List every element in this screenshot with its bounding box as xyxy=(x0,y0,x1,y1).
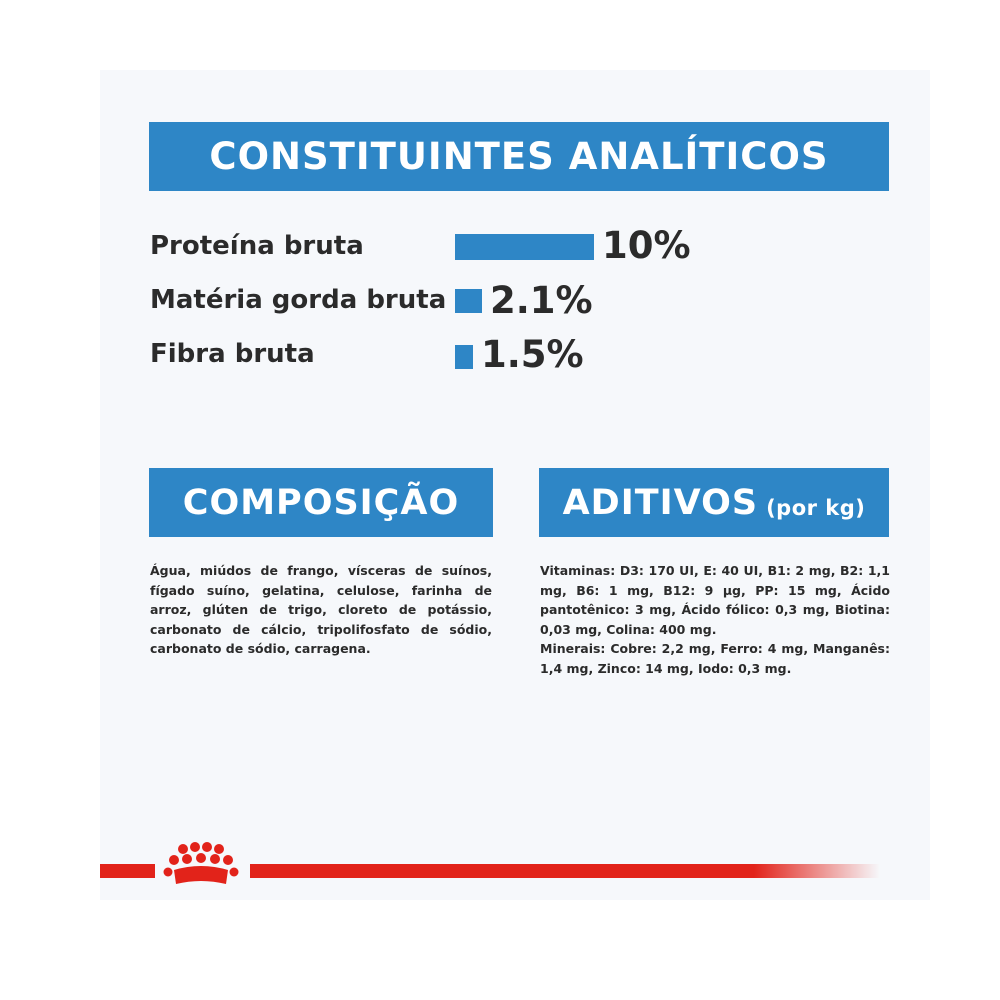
fiber-bar xyxy=(455,345,473,369)
additives-title-suffix: (por kg) xyxy=(766,495,866,520)
composition-title: COMPOSIÇÃO xyxy=(182,482,460,523)
analytic-constituents-title: CONSTITUINTES ANALÍTICOS xyxy=(209,135,829,178)
analytic-constituents-header: CONSTITUINTES ANALÍTICOS xyxy=(149,122,889,191)
fat-value: 2.1% xyxy=(490,279,593,322)
additives-minerals-text: Minerais: Cobre: 2,2 mg, Ferro: 4 mg, Ma… xyxy=(540,641,890,676)
footer-red-line-left xyxy=(100,864,155,878)
additives-vitamins-text: Vitaminas: D3: 170 UI, E: 40 UI, B1: 2 m… xyxy=(540,563,890,637)
fiber-label: Fibra bruta xyxy=(150,339,315,369)
composition-text: Água, miúdos de frango, vísceras de suín… xyxy=(150,563,492,656)
composition-header: COMPOSIÇÃO xyxy=(149,468,493,537)
fat-bar xyxy=(455,289,482,313)
protein-bar xyxy=(455,234,594,260)
additives-title: ADITIVOS xyxy=(562,482,759,523)
fat-label: Matéria gorda bruta xyxy=(150,285,447,315)
footer-red-line-right xyxy=(250,864,880,878)
crown-logo-icon xyxy=(163,842,239,884)
protein-label: Proteína bruta xyxy=(150,231,364,261)
additives-header: ADITIVOS (por kg) xyxy=(539,468,889,537)
fiber-value: 1.5% xyxy=(481,333,584,376)
protein-value: 10% xyxy=(602,224,691,267)
